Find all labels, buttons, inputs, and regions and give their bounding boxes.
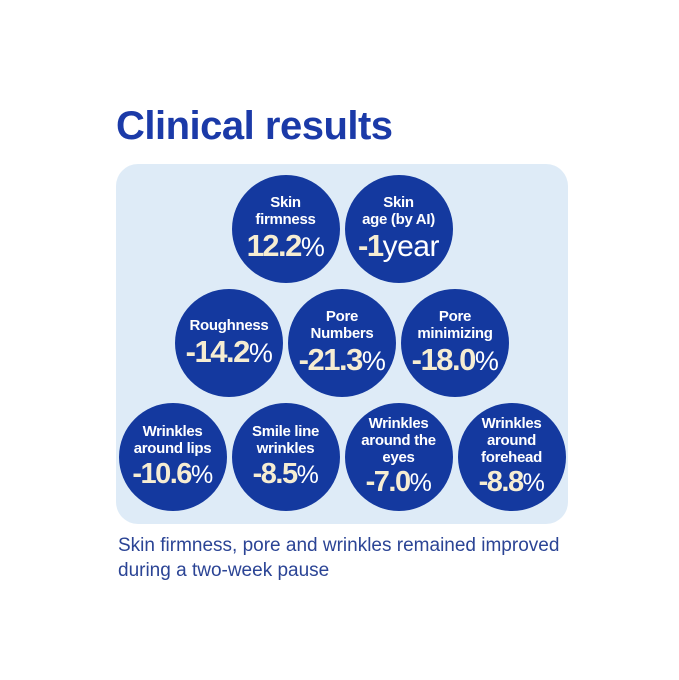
stat-label: Skin firmness [255, 194, 316, 229]
stat-circle-skin-age: Skin age (by AI) -1year [344, 175, 453, 283]
stat-value: -7.0% [366, 467, 432, 497]
content-column: Clinical results Skin firmness 12.2% Ski… [116, 104, 568, 583]
stat-unit: % [361, 346, 386, 377]
stat-circle-wrinkles-eyes: Wrinkles around the eyes -7.0% [344, 403, 453, 511]
stat-number: -8.8 [478, 466, 524, 499]
stat-number: -1 [358, 228, 384, 264]
stat-unit: % [190, 461, 213, 490]
stat-circle-wrinkles-forehead: Wrinkles around forehead -8.8% [457, 403, 566, 511]
footnote-line-1: Skin firmness, pore and wrinkles remaine… [118, 535, 560, 556]
stat-label: Pore Numbers [310, 308, 374, 343]
stat-unit: % [300, 232, 325, 263]
stat-number: -14.2 [185, 333, 251, 369]
stat-value: -14.2% [185, 333, 273, 369]
stat-value: -8.8% [479, 467, 545, 497]
stat-circle-skin-firmness: Skin firmness 12.2% [231, 175, 340, 283]
stat-label: Wrinkles around lips [133, 423, 212, 458]
stat-number: -18.0 [411, 342, 477, 378]
stat-label: Pore minimizing [417, 308, 493, 343]
stat-row-1: Skin firmness 12.2% Skin age (by AI) -1y… [116, 175, 568, 283]
stat-circle-smile-line: Smile line wrinkles -8.5% [231, 403, 340, 511]
stat-unit: % [296, 461, 319, 490]
stat-unit: year [382, 230, 440, 264]
footnote-caption: Skin firmness, pore and wrinkles remaine… [118, 534, 568, 583]
stat-row-2: Roughness -14.2% Pore Numbers -21.3% Por… [116, 289, 568, 397]
stat-unit: % [474, 346, 499, 377]
stat-unit: % [522, 469, 545, 498]
stat-label: Skin age (by AI) [362, 194, 435, 229]
stat-label: Wrinkles around the eyes [361, 415, 436, 466]
stat-number: -21.3 [298, 342, 364, 378]
footnote-line-2: during a two-week pause [118, 559, 330, 581]
stat-value: -1year [358, 228, 440, 264]
results-panel: Skin firmness 12.2% Skin age (by AI) -1y… [116, 164, 568, 524]
stat-value: -18.0% [411, 342, 499, 378]
stat-number: 12.2 [246, 228, 303, 264]
stat-unit: % [409, 469, 432, 498]
page-title: Clinical results [116, 104, 393, 148]
stat-circle-pore-numbers: Pore Numbers -21.3% [288, 289, 396, 397]
stat-circle-roughness: Roughness -14.2% [175, 289, 283, 397]
stat-value: 12.2% [246, 228, 325, 264]
stat-label: Smile line wrinkles [251, 423, 320, 458]
stat-unit: % [248, 337, 273, 368]
stat-value: -21.3% [298, 342, 386, 378]
stat-number: -7.0 [365, 466, 411, 499]
stat-circle-pore-minimizing: Pore minimizing -18.0% [401, 289, 509, 397]
stat-number: -8.5 [252, 458, 298, 491]
stat-label: Roughness [189, 316, 269, 334]
stat-value: -10.6% [132, 458, 213, 491]
stat-circle-wrinkles-lips: Wrinkles around lips -10.6% [118, 403, 227, 511]
stat-row-3: Wrinkles around lips -10.6% Smile line w… [116, 403, 568, 511]
stat-label: Wrinkles around forehead [481, 415, 542, 466]
stat-value: -8.5% [253, 459, 319, 489]
stat-number: -10.6 [132, 458, 192, 491]
